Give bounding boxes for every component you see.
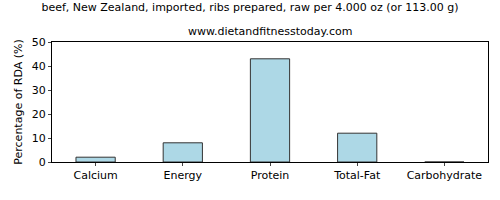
svg-text:40: 40 (32, 60, 46, 73)
svg-text:0: 0 (39, 156, 46, 169)
svg-text:Percentage of RDA (%): Percentage of RDA (%) (12, 39, 25, 164)
svg-text:Energy: Energy (164, 169, 203, 182)
svg-text:Protein: Protein (251, 169, 290, 182)
svg-text:10: 10 (32, 132, 46, 145)
svg-text:Carbohydrate: Carbohydrate (407, 169, 483, 182)
svg-text:30: 30 (32, 84, 46, 97)
svg-text:Total-Fat: Total-Fat (333, 169, 381, 182)
svg-text:50: 50 (32, 36, 46, 49)
svg-text:beef, New Zealand, imported, r: beef, New Zealand, imported, ribs prepar… (41, 1, 458, 14)
svg-text:www.dietandfitnesstoday.com: www.dietandfitnesstoday.com (188, 25, 352, 38)
svg-text:20: 20 (32, 108, 46, 121)
svg-text:Calcium: Calcium (73, 169, 117, 182)
